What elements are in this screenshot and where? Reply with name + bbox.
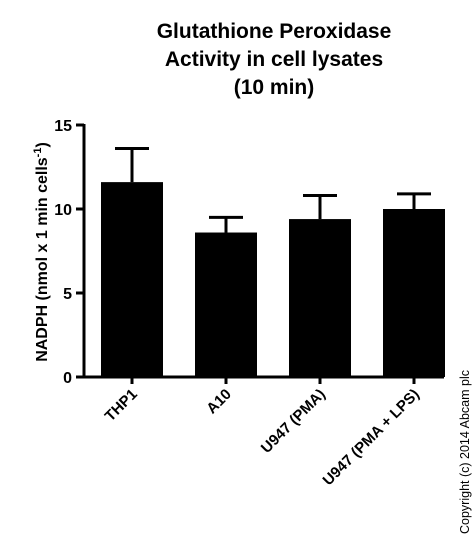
y-axis-label-sup: -1 xyxy=(32,148,44,158)
y-tick-label-1: 5 xyxy=(63,286,72,303)
y-tick-label-2: 10 xyxy=(54,202,72,219)
x-ticks: THP1 A10 U947 (PMA)U947 (PMA + LPS) xyxy=(102,377,423,489)
bar-1 xyxy=(195,232,257,377)
y-ticks: 0 5 10 15 xyxy=(54,118,84,387)
title-line-2: Activity in cell lysates xyxy=(165,48,383,71)
y-tick-label-0: 0 xyxy=(63,370,72,387)
x-tick-label-2: U947 (PMA) xyxy=(258,386,329,457)
chart-title: Glutathione Peroxidase Activity in cell … xyxy=(157,20,392,99)
y-tick-label-3: 15 xyxy=(54,118,72,135)
x-tick-label-1: A10 xyxy=(203,386,234,417)
y-axis-label-close: ) xyxy=(34,142,51,147)
bars xyxy=(101,182,445,377)
x-tick-label-0: THP1 xyxy=(102,386,141,425)
copyright-text: Copyright (c) 2014 Abcam plc xyxy=(458,370,472,534)
title-line-3: (10 min) xyxy=(234,76,315,99)
title-line-1: Glutathione Peroxidase xyxy=(157,20,392,43)
x-tick-label-3: U947 (PMA + LPS) xyxy=(320,386,423,489)
y-axis-label-main: NADPH (nmol x 1 min cells xyxy=(34,157,51,362)
axes xyxy=(82,124,444,379)
y-axis-label: NADPH (nmol x 1 min cells-1) xyxy=(32,142,51,362)
bar-0 xyxy=(101,182,163,377)
bar-2 xyxy=(289,219,351,377)
bar-3 xyxy=(383,209,445,377)
error-bars xyxy=(115,147,431,233)
